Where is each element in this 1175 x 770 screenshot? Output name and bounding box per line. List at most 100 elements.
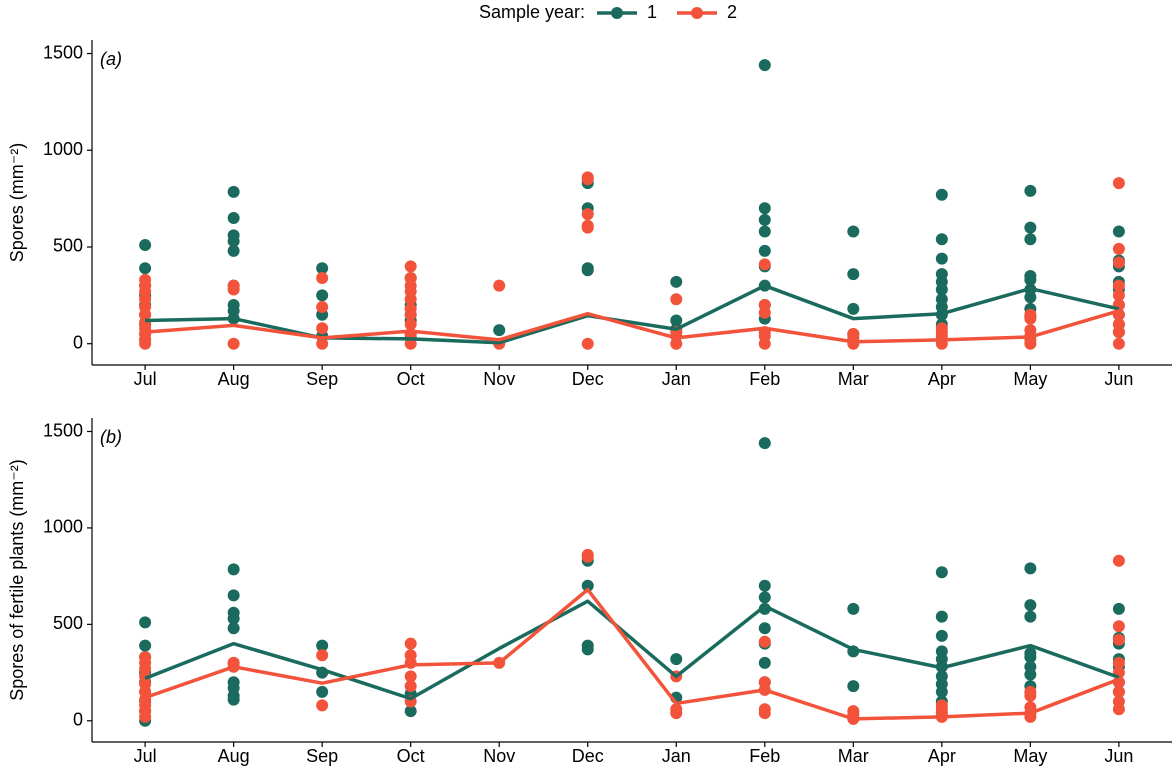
point — [139, 262, 152, 275]
point — [139, 639, 152, 652]
point — [935, 283, 948, 296]
point — [847, 268, 860, 281]
x-tick-label: Feb — [749, 746, 780, 766]
panel-label: (b) — [100, 427, 122, 447]
point — [1112, 703, 1125, 716]
point — [581, 579, 594, 592]
y-tick-label: 1000 — [43, 517, 83, 537]
point — [758, 213, 771, 226]
point — [758, 635, 771, 648]
point — [935, 188, 948, 201]
point — [758, 591, 771, 604]
legend-label: 1 — [647, 2, 657, 22]
point — [1112, 279, 1125, 292]
point — [1112, 337, 1125, 350]
point — [1024, 337, 1037, 350]
x-tick-label: Jul — [134, 369, 157, 389]
x-tick-label: Oct — [397, 746, 425, 766]
point — [316, 639, 329, 652]
point — [758, 437, 771, 450]
point — [1112, 326, 1125, 339]
point — [1024, 562, 1037, 575]
point — [758, 202, 771, 215]
point — [227, 235, 240, 248]
point — [139, 616, 152, 629]
point — [935, 233, 948, 246]
point — [1024, 651, 1037, 664]
y-tick-label: 1500 — [43, 42, 83, 62]
point — [847, 602, 860, 615]
point — [758, 306, 771, 319]
point — [847, 302, 860, 315]
point — [935, 252, 948, 265]
point — [404, 680, 417, 693]
x-tick-label: Nov — [483, 369, 515, 389]
point — [227, 283, 240, 296]
x-tick-label: Oct — [397, 369, 425, 389]
point — [581, 264, 594, 277]
point — [316, 685, 329, 698]
point — [1024, 233, 1037, 246]
point — [404, 318, 417, 331]
point — [1024, 312, 1037, 325]
point — [581, 173, 594, 186]
legend-dot — [691, 7, 703, 19]
point — [670, 314, 683, 327]
x-tick-label: Nov — [483, 746, 515, 766]
point — [1112, 633, 1125, 646]
x-tick-label: Jan — [662, 746, 691, 766]
x-tick-label: Aug — [218, 369, 250, 389]
point — [404, 308, 417, 321]
point — [227, 337, 240, 350]
point — [139, 337, 152, 350]
series-line — [144, 587, 1120, 721]
point — [758, 656, 771, 669]
point — [758, 622, 771, 635]
point — [670, 275, 683, 288]
legend-label: 2 — [727, 2, 737, 22]
point — [139, 710, 152, 723]
point — [758, 225, 771, 238]
point — [1112, 620, 1125, 633]
y-tick-label: 500 — [53, 613, 83, 633]
point — [404, 705, 417, 718]
point — [316, 322, 329, 335]
x-tick-label: Sep — [306, 369, 338, 389]
point — [1112, 256, 1125, 269]
point — [1112, 177, 1125, 190]
point — [670, 707, 683, 720]
point — [758, 59, 771, 72]
point — [227, 563, 240, 576]
point — [316, 337, 329, 350]
point — [670, 653, 683, 666]
point — [227, 622, 240, 635]
point — [758, 258, 771, 271]
point — [1024, 610, 1037, 623]
y-axis-label: Spores of fertile plants (mm⁻²) — [7, 459, 27, 701]
series-line — [144, 309, 1120, 344]
x-tick-label: Dec — [572, 369, 604, 389]
point — [758, 707, 771, 720]
point — [581, 221, 594, 234]
point — [581, 550, 594, 563]
x-tick-label: Feb — [749, 369, 780, 389]
point — [227, 589, 240, 602]
point — [404, 260, 417, 273]
point — [227, 244, 240, 257]
point — [1024, 668, 1037, 681]
x-tick-label: Dec — [572, 746, 604, 766]
point — [581, 337, 594, 350]
point — [1024, 689, 1037, 702]
y-tick-label: 500 — [53, 236, 83, 256]
x-tick-label: Mar — [838, 369, 869, 389]
legend-dot — [611, 7, 623, 19]
panel-label: (a) — [100, 49, 122, 69]
x-tick-label: Mar — [838, 746, 869, 766]
point — [1112, 242, 1125, 255]
x-tick-label: Jun — [1104, 369, 1133, 389]
point — [935, 629, 948, 642]
point — [581, 208, 594, 221]
point — [1112, 602, 1125, 615]
x-tick-label: Apr — [928, 369, 956, 389]
